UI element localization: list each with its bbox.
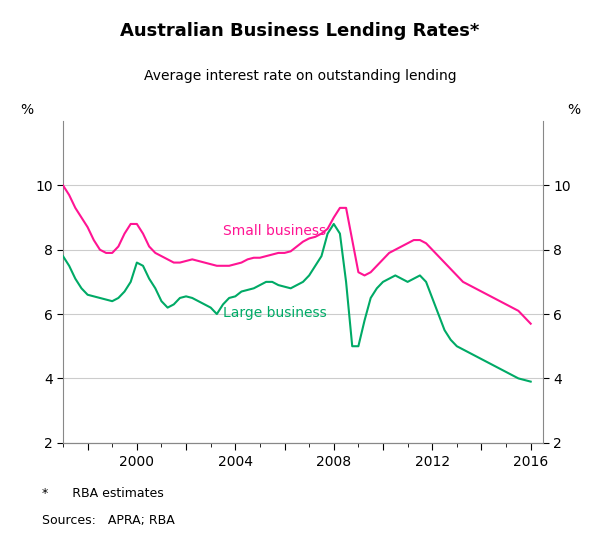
Text: Large business: Large business	[223, 306, 327, 320]
Text: Small business: Small business	[223, 224, 326, 239]
Text: %: %	[20, 103, 34, 117]
Text: *      RBA estimates: * RBA estimates	[42, 487, 164, 500]
Text: Sources:   APRA; RBA: Sources: APRA; RBA	[42, 514, 175, 527]
Text: %: %	[568, 103, 581, 117]
Text: Australian Business Lending Rates*: Australian Business Lending Rates*	[121, 22, 479, 40]
Text: Average interest rate on outstanding lending: Average interest rate on outstanding len…	[143, 69, 457, 82]
